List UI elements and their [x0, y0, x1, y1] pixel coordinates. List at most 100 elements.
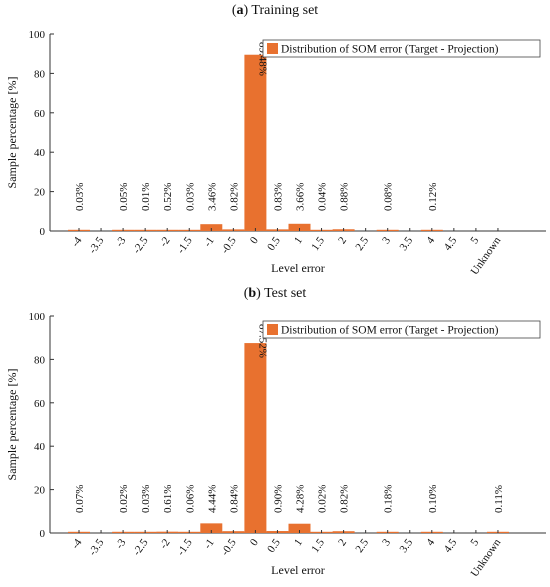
legend: Distribution of SOM error (Target - Proj…: [262, 39, 541, 58]
x-tick-label: 2.5: [353, 536, 371, 555]
data-label: 0.11%: [493, 485, 505, 513]
data-label: 4.44%: [206, 485, 218, 513]
y-tick-label: 100: [29, 311, 46, 323]
data-label: 0.83%: [272, 183, 284, 211]
x-tick-label: 2.5: [353, 234, 371, 253]
panel-title-text: Training set: [251, 3, 318, 18]
y-tick-label: 40: [34, 147, 46, 159]
panel-title-text: Test set: [264, 286, 306, 301]
x-tick-label: -0.5: [219, 234, 239, 256]
x-tick-label: -4: [69, 234, 84, 249]
data-label: 0.04%: [317, 183, 329, 211]
y-tick-label: 80: [34, 68, 46, 80]
data-label: 0.02%: [118, 485, 130, 513]
bar--1: [200, 224, 223, 231]
data-label: 0.03%: [140, 485, 152, 513]
y-tick-label: 40: [34, 441, 46, 453]
legend-swatch: [267, 43, 278, 54]
y-tick-label: 0: [40, 528, 46, 540]
data-label: 0.03%: [74, 183, 86, 211]
data-label: 0.01%: [140, 183, 152, 211]
panel-letter: a: [236, 3, 243, 18]
x-tick-label: 0: [248, 234, 261, 246]
bar-1: [288, 223, 311, 231]
x-tick-label: -3: [113, 234, 128, 249]
x-tick-label: 0.5: [265, 234, 283, 253]
y-tick-label: 80: [34, 354, 46, 366]
x-tick-label: 1: [292, 537, 305, 548]
x-tick-label: 4.5: [442, 536, 460, 555]
x-tick-label: -0.5: [219, 536, 239, 558]
data-label: 0.61%: [162, 485, 174, 513]
legend: Distribution of SOM error (Target - Proj…: [262, 320, 541, 339]
data-label: 3.66%: [295, 183, 307, 211]
y-tick-label: 60: [34, 398, 46, 410]
data-label: 0.10%: [427, 485, 439, 513]
legend-box: [262, 39, 541, 58]
data-label: 4.28%: [295, 485, 307, 513]
x-tick-label: -2: [158, 235, 173, 249]
x-tick-label: 3.5: [397, 234, 415, 253]
legend-label: Distribution of SOM error (Target - Proj…: [281, 325, 499, 337]
x-tick-label: -2.5: [131, 536, 151, 558]
x-tick-label: -3.5: [87, 536, 107, 558]
panel-title: (a) Training set: [232, 3, 318, 18]
data-label: 0.82%: [339, 485, 351, 513]
x-tick-label: 3: [380, 234, 393, 246]
data-label: 0.03%: [184, 183, 196, 211]
legend-label: Distribution of SOM error (Target - Proj…: [281, 44, 499, 56]
y-tick-label: 0: [40, 226, 46, 238]
data-label: 0.84%: [228, 485, 240, 513]
x-tick-label: 3: [380, 536, 393, 548]
x-axis-label: Level error: [271, 563, 325, 577]
data-label: 0.07%: [74, 485, 86, 513]
x-tick-label: -1: [202, 537, 217, 551]
x-tick-label: 4.5: [442, 234, 460, 253]
data-label: 0.08%: [383, 183, 395, 211]
x-tick-label: -2.5: [131, 234, 151, 256]
y-tick-label: 60: [34, 108, 46, 120]
x-tick-label: 4: [424, 536, 437, 548]
x-tick-label: 1.5: [309, 536, 327, 555]
data-label: 0.06%: [184, 485, 196, 513]
x-tick-label: -4: [69, 536, 84, 551]
x-tick-label: 2: [336, 537, 349, 548]
y-axis-label: Sample percentage [%]: [5, 369, 19, 481]
x-tick-label: -1.5: [175, 536, 195, 558]
x-tick-label: 0.5: [265, 536, 283, 555]
data-label: 0.90%: [272, 485, 284, 513]
data-label: 0.18%: [383, 485, 395, 513]
x-tick-label: 1.5: [309, 234, 327, 253]
data-label: 0.12%: [427, 183, 439, 211]
bar-1: [288, 523, 311, 533]
x-tick-label: 0: [248, 536, 261, 548]
x-tick-label: 5: [468, 234, 481, 246]
bar-0: [244, 343, 267, 533]
data-label: 0.88%: [339, 183, 351, 211]
x-tick-label: -1.5: [175, 234, 195, 256]
panel-title: (b) Test set: [244, 286, 307, 301]
data-label: 0.02%: [317, 485, 329, 513]
panel-letter: b: [248, 286, 256, 301]
x-tick-label: -3: [113, 536, 128, 551]
y-tick-label: 100: [29, 29, 46, 41]
chart-panel-a: (a) Training set 0 20 40 60 80 100 Sample perce…: [5, 3, 546, 277]
y-axis-label: Sample percentage [%]: [5, 77, 19, 189]
x-tick-label: 1: [292, 235, 305, 246]
x-tick-label: -2: [158, 537, 173, 551]
x-axis-label: Level error: [271, 261, 325, 275]
legend-box: [262, 320, 541, 339]
x-tick-label: -3.5: [87, 234, 107, 256]
bar-0: [244, 54, 267, 232]
x-tick-label: 5: [468, 536, 481, 548]
x-tick-label: -1: [202, 235, 217, 249]
data-label: 0.82%: [228, 183, 240, 211]
data-label: 3.46%: [206, 183, 218, 211]
x-tick-label: 3.5: [397, 536, 415, 555]
y-tick-label: 20: [34, 187, 46, 199]
data-label: 0.52%: [162, 183, 174, 211]
data-label: 0.05%: [118, 183, 130, 211]
